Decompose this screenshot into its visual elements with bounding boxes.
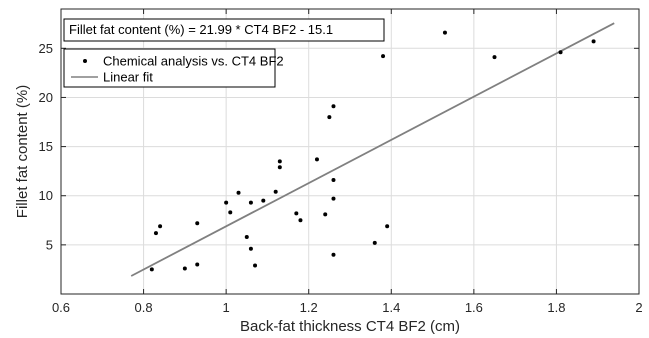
plot-frame — [60, 8, 640, 295]
data-point — [224, 200, 229, 205]
linear-fit-line — [130, 22, 615, 277]
equation-annotation: Fillet fat content (%) = 21.99 * CT4 BF2… — [63, 18, 385, 42]
x-tick-label: 1.8 — [547, 300, 565, 315]
x-tick-label: 1.2 — [300, 300, 318, 315]
y-tick-label: 25 — [39, 41, 53, 56]
legend-label-scatter: Chemical analysis vs. CT4 BF2 — [103, 54, 284, 69]
data-point — [331, 252, 336, 257]
data-point — [149, 267, 154, 272]
y-axis-ticks: 5 10 15 20 25 — [39, 41, 639, 252]
legend: Chemical analysis vs. CT4 BF2 Linear fit — [63, 48, 284, 88]
data-point — [253, 263, 258, 268]
data-point — [381, 54, 386, 59]
data-point — [591, 39, 596, 44]
x-axis-ticks: 0.6 0.8 1 1.2 1.4 1.6 1.8 2 — [52, 9, 643, 315]
y-tick-label: 20 — [39, 90, 53, 105]
data-point — [331, 178, 336, 182]
x-tick-label: 2 — [635, 300, 642, 315]
x-tick-label: 1.6 — [465, 300, 483, 315]
x-tick-label: 0.8 — [135, 300, 153, 315]
data-point — [261, 198, 266, 203]
y-tick-label: 5 — [46, 237, 53, 252]
data-points — [149, 30, 596, 272]
data-point — [327, 115, 332, 120]
y-axis-label: Fillet fat content (%) — [14, 85, 31, 218]
data-point — [558, 50, 563, 55]
data-point — [323, 212, 328, 217]
data-point — [273, 189, 278, 194]
x-axis-label: Back-fat thickness CT4 BF2 (cm) — [240, 318, 460, 335]
x-tick-label: 0.6 — [52, 300, 70, 315]
data-point — [298, 218, 303, 223]
fit-line-layer — [130, 22, 615, 277]
data-point — [277, 159, 282, 164]
data-point — [492, 55, 497, 60]
data-point — [228, 210, 233, 215]
data-point — [385, 224, 390, 229]
data-point — [331, 196, 336, 201]
data-point — [372, 240, 377, 245]
x-tick-label: 1.4 — [382, 300, 400, 315]
data-point — [294, 211, 299, 216]
data-point — [182, 266, 187, 271]
data-point — [153, 231, 158, 236]
legend-box — [63, 48, 276, 88]
data-point — [158, 224, 163, 229]
x-tick-label: 1 — [223, 300, 230, 315]
annotation-text: Fillet fat content (%) = 21.99 * CT4 BF2… — [69, 22, 333, 37]
data-point — [236, 190, 241, 195]
legend-label-fit: Linear fit — [103, 70, 153, 85]
legend-marker-scatter — [83, 59, 87, 63]
annotation-box — [63, 18, 385, 42]
y-tick-label: 10 — [39, 188, 53, 203]
data-point — [195, 221, 200, 226]
data-point — [277, 165, 282, 170]
data-point — [442, 30, 447, 35]
data-point — [314, 157, 319, 162]
data-point — [195, 262, 200, 267]
data-point — [331, 104, 336, 109]
data-point — [244, 235, 249, 239]
y-tick-label: 15 — [39, 139, 53, 154]
data-point — [248, 200, 253, 205]
data-point — [248, 246, 253, 251]
